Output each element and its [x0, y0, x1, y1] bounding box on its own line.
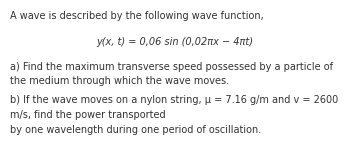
Text: m/s, find the power transported: m/s, find the power transported [10, 110, 166, 120]
Text: by one wavelength during one period of oscillation.: by one wavelength during one period of o… [10, 124, 262, 134]
Text: a) Find the maximum transverse speed possessed by a particle of: a) Find the maximum transverse speed pos… [10, 62, 334, 72]
Text: y(x, t) = 0,06 sin (0,02πx − 4πt): y(x, t) = 0,06 sin (0,02πx − 4πt) [97, 37, 253, 47]
Text: A wave is described by the following wave function,: A wave is described by the following wav… [10, 11, 264, 21]
Text: the medium through which the wave moves.: the medium through which the wave moves. [10, 76, 230, 86]
Text: b) If the wave moves on a nylon string, μ = 7.16 g/m and v = 2600: b) If the wave moves on a nylon string, … [10, 95, 339, 105]
